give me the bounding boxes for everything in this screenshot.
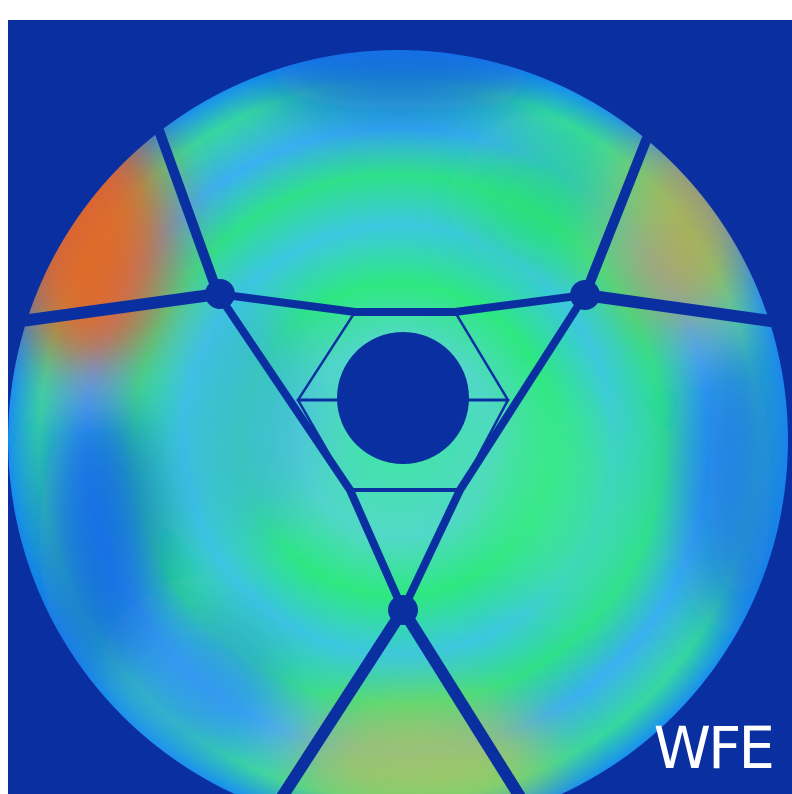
wfe-label: WFE (654, 714, 772, 782)
page: {"label": {"text": "WFE"}} (0, 0, 792, 794)
wfe-map: WFE (0, 0, 792, 794)
